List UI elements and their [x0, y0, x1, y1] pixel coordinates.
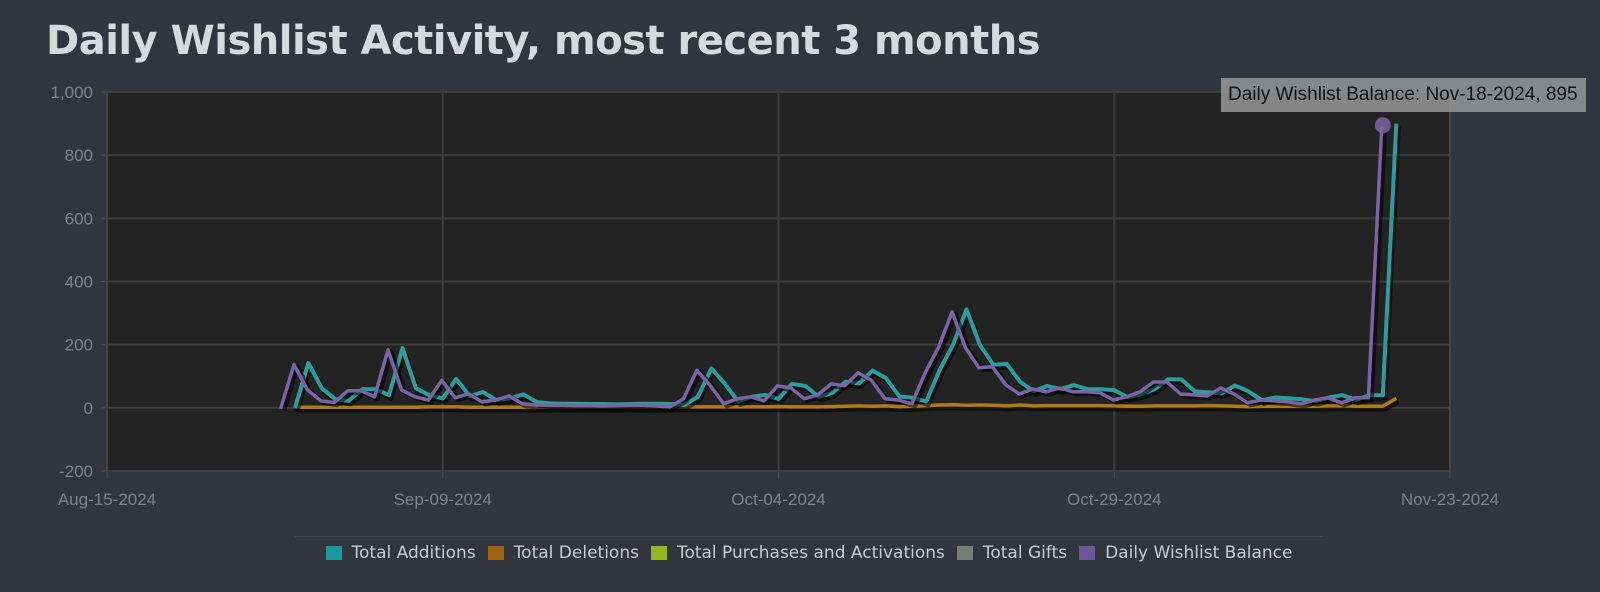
- legend-item-total-additions[interactable]: Total Additions: [325, 543, 476, 563]
- y-tick-label: -200: [59, 462, 93, 481]
- daily-wishlist-balance-line[interactable]: [278, 126, 1384, 410]
- x-axis: Aug-15-2024 Sep-09-2024 Oct-04-2024 Oct-29-…: [58, 471, 1499, 509]
- legend-swatch-icon: [956, 546, 973, 560]
- highlight-point[interactable]: [1374, 117, 1391, 134]
- legend-item-daily-wishlist-balance[interactable]: Daily Wishlist Balance: [1079, 543, 1292, 563]
- legend-item-total-purchases-and-activations[interactable]: Total Purchases and Activations: [650, 543, 945, 563]
- x-tick-label: Nov-23-2024: [1401, 490, 1499, 509]
- y-tick-label: 800: [65, 146, 93, 165]
- total-deletions-line[interactable]: [295, 396, 1398, 409]
- y-tick-label: 400: [65, 273, 93, 292]
- legend-swatch-icon: [487, 546, 504, 560]
- x-tick-label: Oct-04-2024: [731, 490, 826, 509]
- data-tooltip: Daily Wishlist Balance: Nov-18-2024, 895: [1221, 78, 1586, 112]
- legend-label: Total Gifts: [982, 543, 1068, 563]
- legend-swatch-icon: [325, 546, 342, 560]
- y-tick-label: 1,000: [50, 83, 93, 102]
- x-tick-label: Oct-29-2024: [1067, 490, 1162, 509]
- y-tick-label: 600: [65, 209, 93, 228]
- x-tick-label: Sep-09-2024: [394, 490, 492, 509]
- y-tick-label: 0: [84, 399, 93, 418]
- chart-legend: Total Additions Total Deletions Total Purc…: [295, 536, 1323, 563]
- legend-label: Total Deletions: [513, 543, 639, 563]
- legend-swatch-icon: [1079, 546, 1096, 560]
- legend-label: Daily Wishlist Balance: [1105, 543, 1293, 563]
- chart-title: Daily Wishlist Activity, most recent 3 m…: [46, 18, 1041, 64]
- y-tick-label: 200: [65, 336, 93, 355]
- legend-item-total-gifts[interactable]: Total Gifts: [956, 543, 1068, 563]
- legend-item-total-deletions[interactable]: Total Deletions: [487, 543, 639, 563]
- y-axis: -200 0 200 400 600 800 1,000: [50, 83, 107, 481]
- x-tick-label: Aug-15-2024: [58, 490, 156, 509]
- legend-label: Total Purchases and Activations: [676, 543, 945, 563]
- legend-swatch-icon: [650, 546, 667, 560]
- legend-label: Total Additions: [351, 543, 476, 563]
- series-lines: [278, 123, 1401, 413]
